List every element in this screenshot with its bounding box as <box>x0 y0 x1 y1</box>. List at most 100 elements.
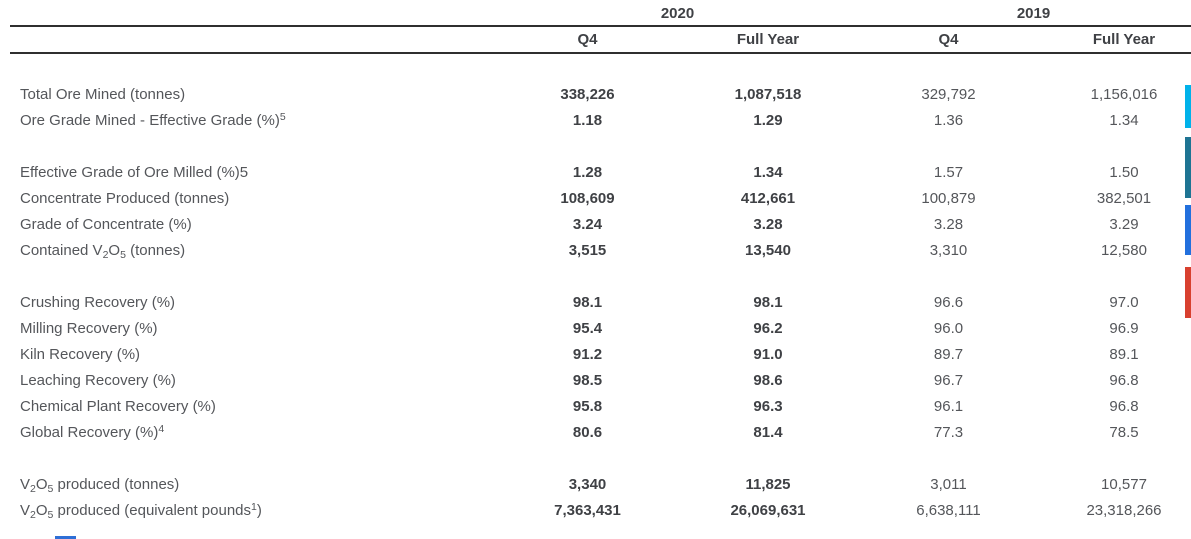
value-2019-fullyear: 89.1 <box>1109 345 1139 363</box>
value-2019-q4: 77.3 <box>933 423 964 441</box>
value-2020-q4: 98.1 <box>572 293 603 311</box>
value-2020-q4: 3,515 <box>568 241 607 259</box>
value-2020-q4: 7,363,431 <box>554 501 621 519</box>
bottom-blue-dash-icon <box>55 536 76 539</box>
value-2020-q4: 1.18 <box>572 111 603 129</box>
value-2019-q4: 3,011 <box>930 475 967 493</box>
row-label: Global Recovery (%)4 <box>20 422 165 441</box>
table-row-milling-recovery: Milling Recovery (%) 95.4 96.2 96.0 96.9 <box>10 315 1191 341</box>
value-2020-q4: 108,609 <box>560 189 615 207</box>
row-label: V2O5 produced (tonnes) <box>20 475 180 495</box>
value-2020-fullyear: 98.6 <box>753 371 783 389</box>
value-2019-q4: 89.7 <box>933 345 964 363</box>
row-label: Milling Recovery (%) <box>20 319 158 337</box>
column-header-row: Q4 Full Year Q4 Full Year <box>10 27 1191 52</box>
year-header-2020: 2020 <box>660 5 695 22</box>
row-label: Kiln Recovery (%) <box>20 345 141 363</box>
value-2019-q4: 3,310 <box>929 241 968 259</box>
value-2020-fullyear: 13,540 <box>745 241 791 259</box>
value-2019-fullyear: 1.50 <box>1109 163 1139 181</box>
value-2019-q4: 96.1 <box>933 397 964 415</box>
value-2020-fullyear: 11,825 <box>745 475 791 493</box>
table-row-v2o5-produced-pounds: V2O5 produced (equivalent pounds1) 7,363… <box>10 497 1191 523</box>
value-2019-fullyear: 78.5 <box>1109 423 1139 441</box>
value-2020-fullyear: 26,069,631 <box>730 501 806 519</box>
col-header-2020-fullyear: Full Year <box>736 31 800 48</box>
value-2020-q4: 1.28 <box>572 163 603 181</box>
col-header-2019-q4: Q4 <box>938 31 959 48</box>
value-2020-fullyear: 96.3 <box>753 397 783 415</box>
value-2019-fullyear: 96.9 <box>1109 319 1139 337</box>
table-row-ore-grade-mined: Ore Grade Mined - Effective Grade (%)5 1… <box>10 107 1191 133</box>
row-label: V2O5 produced (equivalent pounds1) <box>20 500 262 521</box>
value-2020-fullyear: 81.4 <box>753 423 783 441</box>
header-rule-bottom <box>10 52 1191 54</box>
value-2019-fullyear: 12,580 <box>1101 241 1147 259</box>
value-2020-q4: 3.24 <box>572 215 603 233</box>
value-2019-fullyear: 3.29 <box>1109 215 1139 233</box>
value-2020-fullyear: 98.1 <box>753 293 783 311</box>
table-row-effective-grade-milled: Effective Grade of Ore Milled (%)5 1.28 … <box>10 159 1191 185</box>
table-row-kiln-recovery: Kiln Recovery (%) 91.2 91.0 89.7 89.1 <box>10 341 1191 367</box>
value-2020-fullyear: 96.2 <box>753 319 783 337</box>
table-row-v2o5-produced-tonnes: V2O5 produced (tonnes) 3,340 11,825 3,01… <box>10 471 1191 497</box>
value-2019-fullyear: 23,318,266 <box>1086 501 1162 519</box>
col-header-2020-q4: Q4 <box>577 31 598 48</box>
section-marker-teal-icon <box>1185 137 1191 198</box>
value-2020-q4: 80.6 <box>572 423 603 441</box>
value-2020-fullyear: 1.29 <box>753 111 783 129</box>
table-row-crushing-recovery: Crushing Recovery (%) 98.1 98.1 96.6 97.… <box>10 289 1191 315</box>
row-label: Chemical Plant Recovery (%) <box>20 397 216 415</box>
table-row-total-ore-mined: Total Ore Mined (tonnes) 338,226 1,087,5… <box>10 81 1191 107</box>
row-label: Concentrate Produced (tonnes) <box>20 189 230 207</box>
value-2019-q4: 96.0 <box>933 319 964 337</box>
value-2020-q4: 98.5 <box>572 371 603 389</box>
value-2019-fullyear: 1.34 <box>1109 111 1139 129</box>
row-label: Contained V2O5 (tonnes) <box>20 241 186 261</box>
value-2020-fullyear: 412,661 <box>740 189 796 207</box>
value-2020-fullyear: 91.0 <box>753 345 783 363</box>
value-2020-fullyear: 3.28 <box>753 215 783 233</box>
value-2020-q4: 95.8 <box>572 397 603 415</box>
table-body: Total Ore Mined (tonnes) 338,226 1,087,5… <box>10 81 1191 523</box>
value-2020-q4: 338,226 <box>560 85 615 103</box>
value-2019-q4: 329,792 <box>921 85 976 103</box>
value-2020-fullyear: 1,087,518 <box>734 85 802 103</box>
value-2020-q4: 3,340 <box>568 475 607 493</box>
value-2019-q4: 3.28 <box>933 215 964 233</box>
row-label: Ore Grade Mined - Effective Grade (%)5 <box>20 110 286 129</box>
value-2019-q4: 6,638,111 <box>916 501 981 519</box>
table-row-contained-v2o5: Contained V2O5 (tonnes) 3,515 13,540 3,3… <box>10 237 1191 263</box>
value-2019-q4: 1.36 <box>933 111 964 129</box>
row-label: Total Ore Mined (tonnes) <box>20 85 186 103</box>
table-row-chemical-plant-recovery: Chemical Plant Recovery (%) 95.8 96.3 96… <box>10 393 1191 419</box>
row-label: Crushing Recovery (%) <box>20 293 176 311</box>
value-2019-fullyear: 96.8 <box>1109 371 1139 389</box>
value-2020-fullyear: 1.34 <box>753 163 783 181</box>
production-results-table: 2020 2019 Q4 Full Year Q4 Full Year Tota… <box>10 0 1191 523</box>
value-2019-q4: 1.57 <box>933 163 964 181</box>
value-2019-fullyear: 382,501 <box>1096 189 1152 207</box>
value-2019-fullyear: 96.8 <box>1109 397 1139 415</box>
table-row-leaching-recovery: Leaching Recovery (%) 98.5 98.6 96.7 96.… <box>10 367 1191 393</box>
section-marker-cyan-icon <box>1185 85 1191 128</box>
value-2019-q4: 96.7 <box>933 371 964 389</box>
row-label: Effective Grade of Ore Milled (%)5 <box>20 163 249 181</box>
year-header-2019: 2019 <box>1016 5 1051 22</box>
value-2019-fullyear: 10,577 <box>1101 475 1147 493</box>
value-2020-q4: 95.4 <box>572 319 603 337</box>
row-label: Leaching Recovery (%) <box>20 371 176 389</box>
row-label: Grade of Concentrate (%) <box>20 215 192 233</box>
value-2019-q4: 96.6 <box>933 293 964 311</box>
value-2019-q4: 100,879 <box>921 189 976 207</box>
value-2020-q4: 91.2 <box>572 345 603 363</box>
value-2019-fullyear: 97.0 <box>1109 293 1139 311</box>
table-row-grade-of-concentrate: Grade of Concentrate (%) 3.24 3.28 3.28 … <box>10 211 1191 237</box>
value-2019-fullyear: 1,156,016 <box>1090 85 1158 103</box>
header-rule-top <box>10 25 1191 27</box>
section-marker-red-icon <box>1185 267 1191 318</box>
col-header-2019-fullyear: Full Year <box>1092 31 1156 48</box>
table-row-global-recovery: Global Recovery (%)4 80.6 81.4 77.3 78.5 <box>10 419 1191 445</box>
year-header-row: 2020 2019 <box>10 0 1191 25</box>
